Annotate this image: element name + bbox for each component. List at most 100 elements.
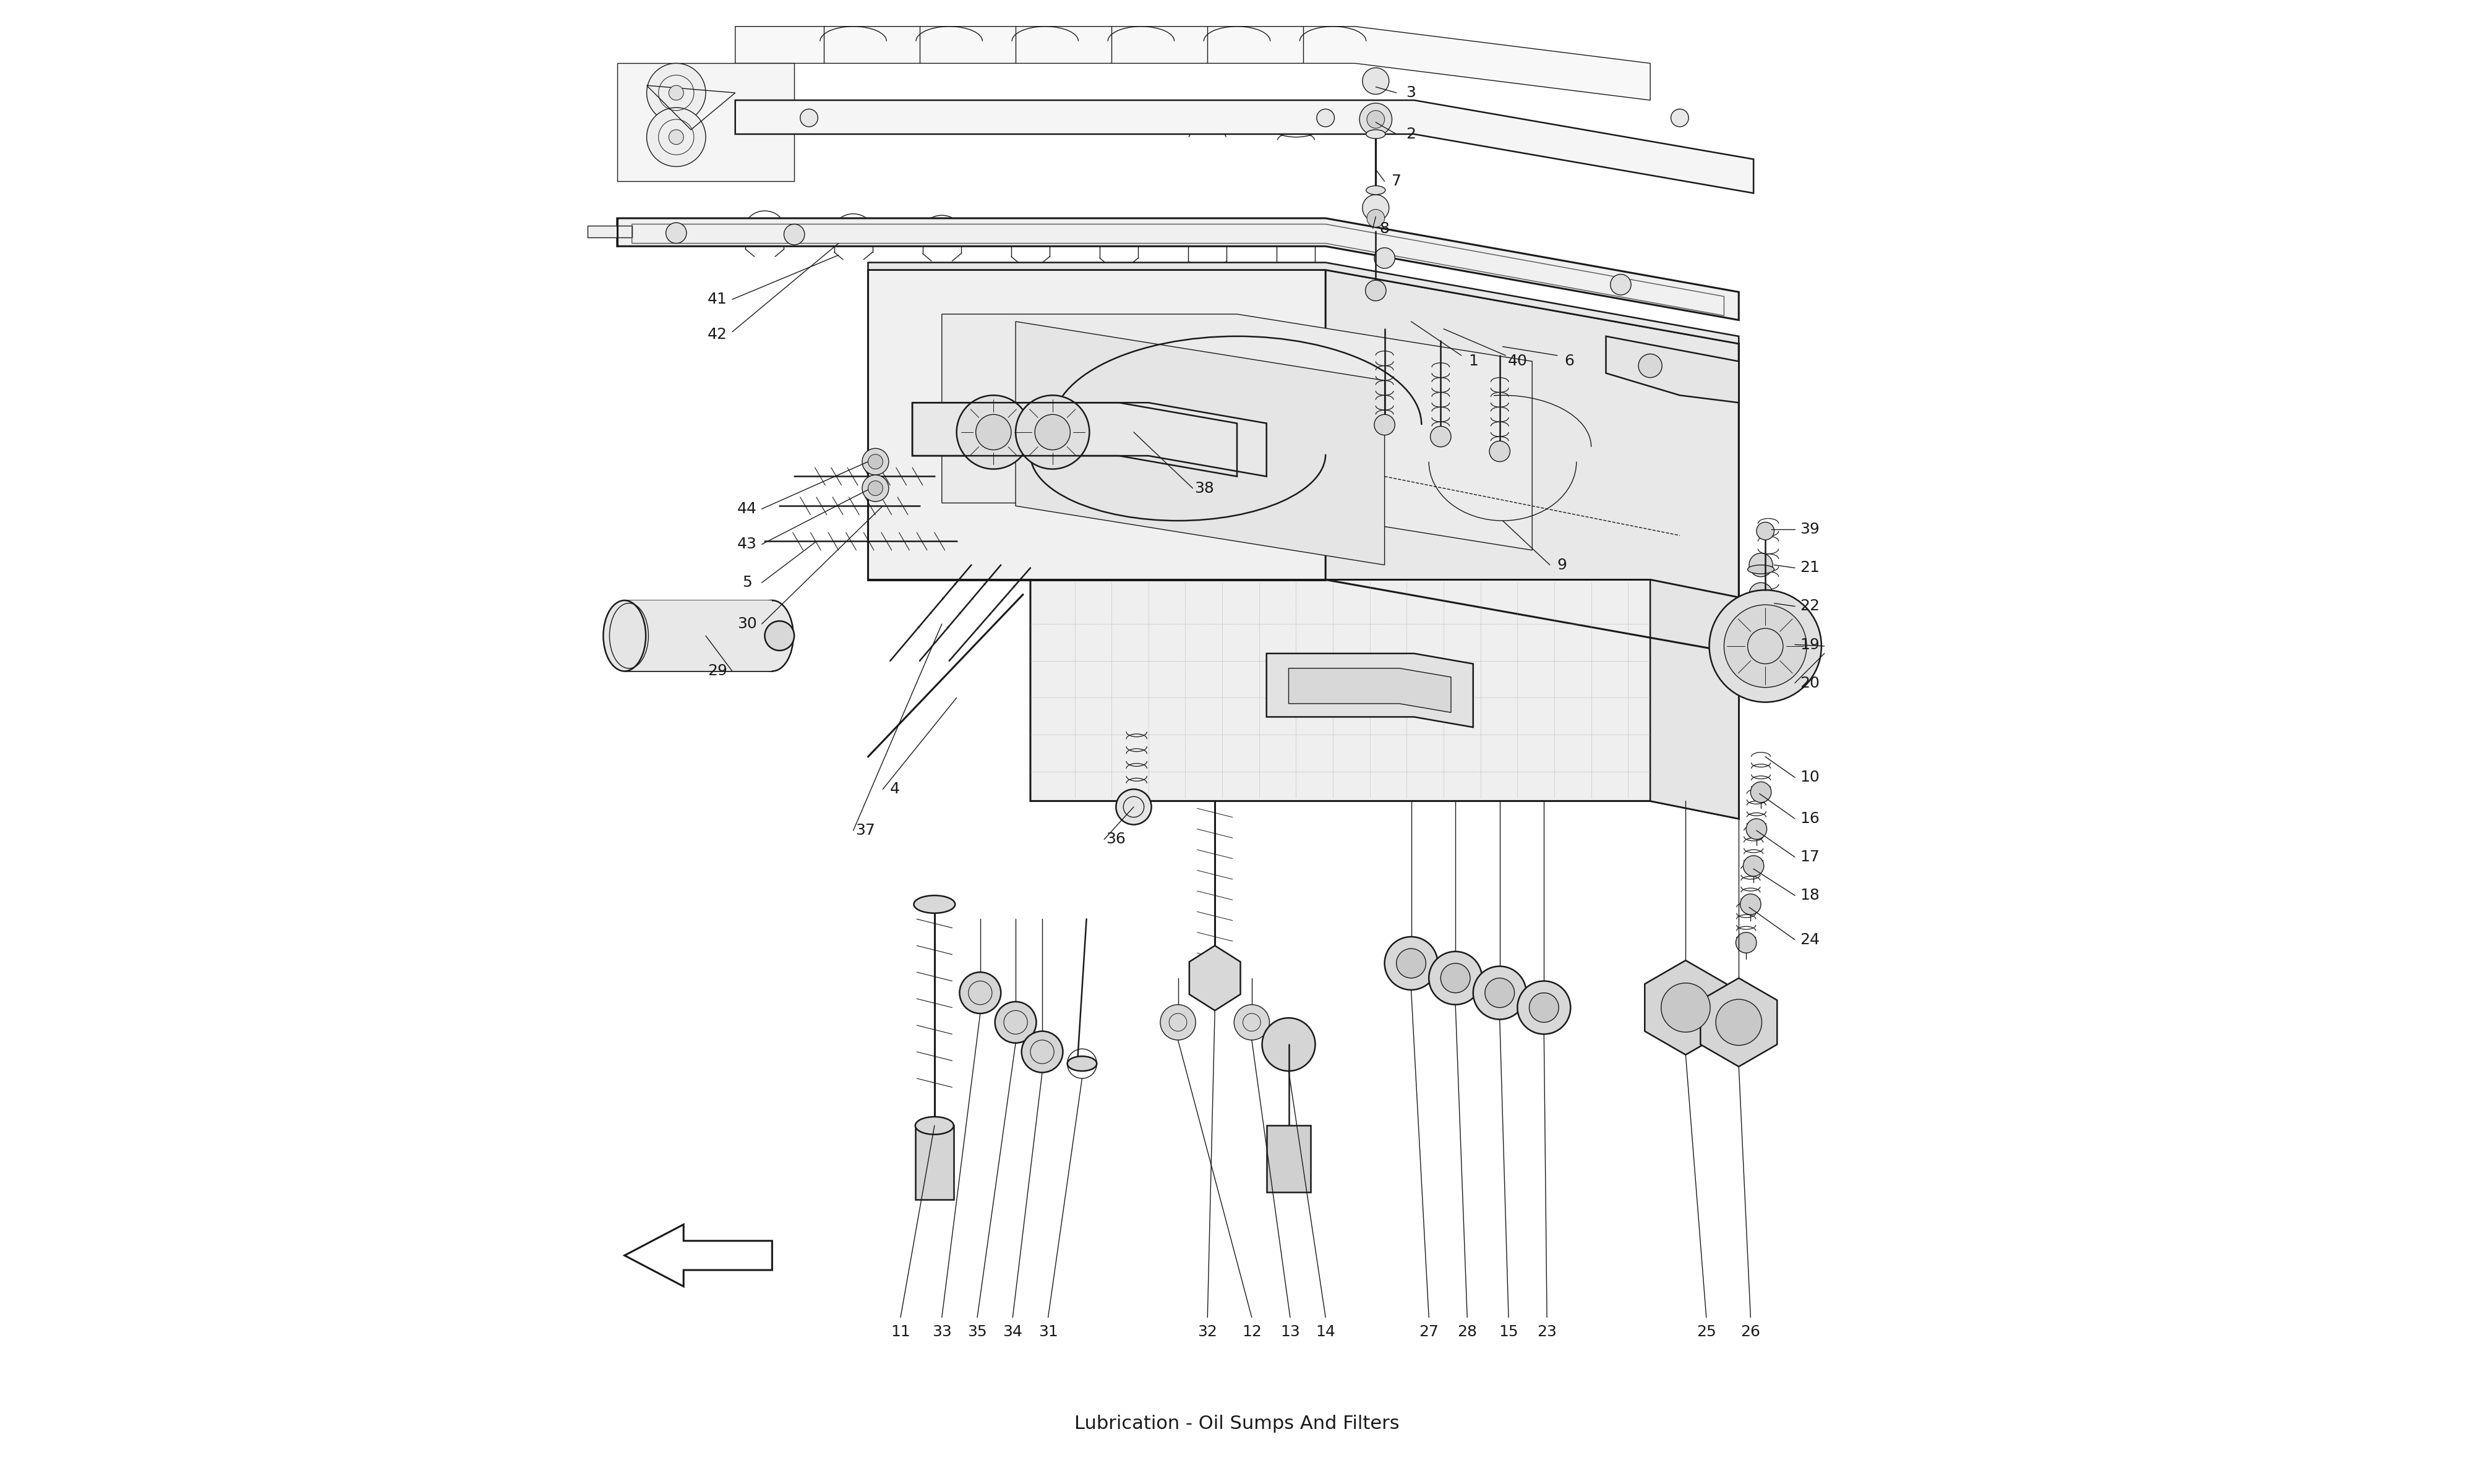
Circle shape [668, 86, 683, 101]
Ellipse shape [915, 1117, 952, 1134]
Text: 14: 14 [1316, 1325, 1336, 1340]
Polygon shape [1645, 960, 1727, 1055]
Text: 5: 5 [742, 576, 752, 591]
Text: 23: 23 [1536, 1325, 1556, 1340]
Text: 10: 10 [1799, 770, 1818, 785]
Circle shape [1116, 789, 1150, 825]
Text: Lubrication - Oil Sumps And Filters: Lubrication - Oil Sumps And Filters [1074, 1414, 1400, 1432]
Polygon shape [735, 101, 1754, 193]
Text: 31: 31 [1039, 1325, 1059, 1340]
Text: 34: 34 [1002, 1325, 1022, 1340]
Ellipse shape [604, 601, 646, 671]
Text: 37: 37 [856, 824, 876, 838]
Polygon shape [1606, 337, 1739, 402]
Polygon shape [1267, 1125, 1311, 1192]
Text: 13: 13 [1282, 1325, 1299, 1340]
Text: 4: 4 [891, 782, 901, 797]
Polygon shape [623, 601, 772, 671]
Text: 27: 27 [1420, 1325, 1440, 1340]
Circle shape [1472, 966, 1526, 1020]
Ellipse shape [752, 601, 794, 671]
Circle shape [1430, 426, 1450, 447]
Text: 15: 15 [1499, 1325, 1519, 1340]
Polygon shape [589, 226, 631, 237]
Text: 33: 33 [933, 1325, 952, 1340]
Text: 26: 26 [1742, 1325, 1761, 1340]
Polygon shape [915, 1125, 952, 1199]
Circle shape [1724, 605, 1806, 687]
Ellipse shape [1747, 565, 1774, 574]
Circle shape [1517, 981, 1571, 1034]
Polygon shape [616, 218, 1739, 321]
Circle shape [1262, 1018, 1316, 1071]
Circle shape [764, 620, 794, 650]
Polygon shape [943, 315, 1531, 551]
Circle shape [1660, 982, 1710, 1033]
Text: 1: 1 [1467, 353, 1477, 368]
Circle shape [1749, 554, 1774, 577]
Circle shape [1395, 948, 1425, 978]
Circle shape [1366, 209, 1385, 227]
Text: 32: 32 [1197, 1325, 1217, 1340]
Text: 44: 44 [737, 502, 757, 516]
Text: 3: 3 [1405, 86, 1415, 101]
Circle shape [1757, 522, 1774, 540]
Circle shape [868, 454, 883, 469]
Text: 43: 43 [737, 537, 757, 552]
Text: 18: 18 [1799, 887, 1818, 902]
Circle shape [1363, 194, 1388, 221]
Text: 20: 20 [1799, 675, 1818, 690]
Text: 6: 6 [1564, 353, 1573, 368]
Circle shape [668, 129, 683, 144]
Polygon shape [735, 27, 1650, 101]
Circle shape [1484, 978, 1514, 1008]
Text: 19: 19 [1799, 637, 1818, 651]
Circle shape [1749, 583, 1774, 607]
Circle shape [1747, 819, 1766, 840]
Circle shape [1529, 993, 1559, 1022]
Text: 41: 41 [708, 292, 727, 307]
Text: 29: 29 [708, 663, 727, 678]
Text: 2: 2 [1405, 126, 1415, 141]
Text: 24: 24 [1799, 932, 1818, 947]
Circle shape [1752, 782, 1771, 803]
Text: 42: 42 [708, 328, 727, 343]
Circle shape [995, 1002, 1037, 1043]
Polygon shape [1289, 668, 1450, 712]
Circle shape [784, 224, 804, 245]
Text: 8: 8 [1380, 221, 1390, 236]
Circle shape [1430, 951, 1482, 1005]
Circle shape [1638, 355, 1663, 377]
Ellipse shape [1366, 186, 1385, 194]
Ellipse shape [1366, 129, 1385, 138]
Circle shape [1739, 893, 1761, 914]
Circle shape [1017, 395, 1089, 469]
Circle shape [1034, 414, 1071, 450]
Polygon shape [1190, 945, 1239, 1011]
Circle shape [861, 448, 888, 475]
Text: 22: 22 [1799, 600, 1818, 614]
Circle shape [960, 972, 1002, 1014]
Text: 7: 7 [1390, 174, 1400, 188]
Circle shape [1440, 963, 1470, 993]
Text: 17: 17 [1799, 850, 1818, 865]
Text: 9: 9 [1556, 558, 1566, 573]
Circle shape [799, 108, 819, 126]
Circle shape [1611, 275, 1630, 295]
Text: 21: 21 [1799, 561, 1818, 576]
Circle shape [1710, 591, 1821, 702]
Text: 16: 16 [1799, 812, 1818, 827]
Circle shape [868, 481, 883, 496]
Circle shape [1670, 108, 1690, 126]
Circle shape [646, 64, 705, 122]
Polygon shape [913, 402, 1267, 476]
Ellipse shape [1747, 595, 1774, 604]
Text: 12: 12 [1242, 1325, 1262, 1340]
Circle shape [1235, 1005, 1269, 1040]
Circle shape [646, 107, 705, 166]
Circle shape [1717, 999, 1761, 1045]
Text: 40: 40 [1507, 353, 1526, 368]
Circle shape [1366, 110, 1385, 128]
Circle shape [1373, 248, 1395, 269]
Text: 35: 35 [967, 1325, 987, 1340]
